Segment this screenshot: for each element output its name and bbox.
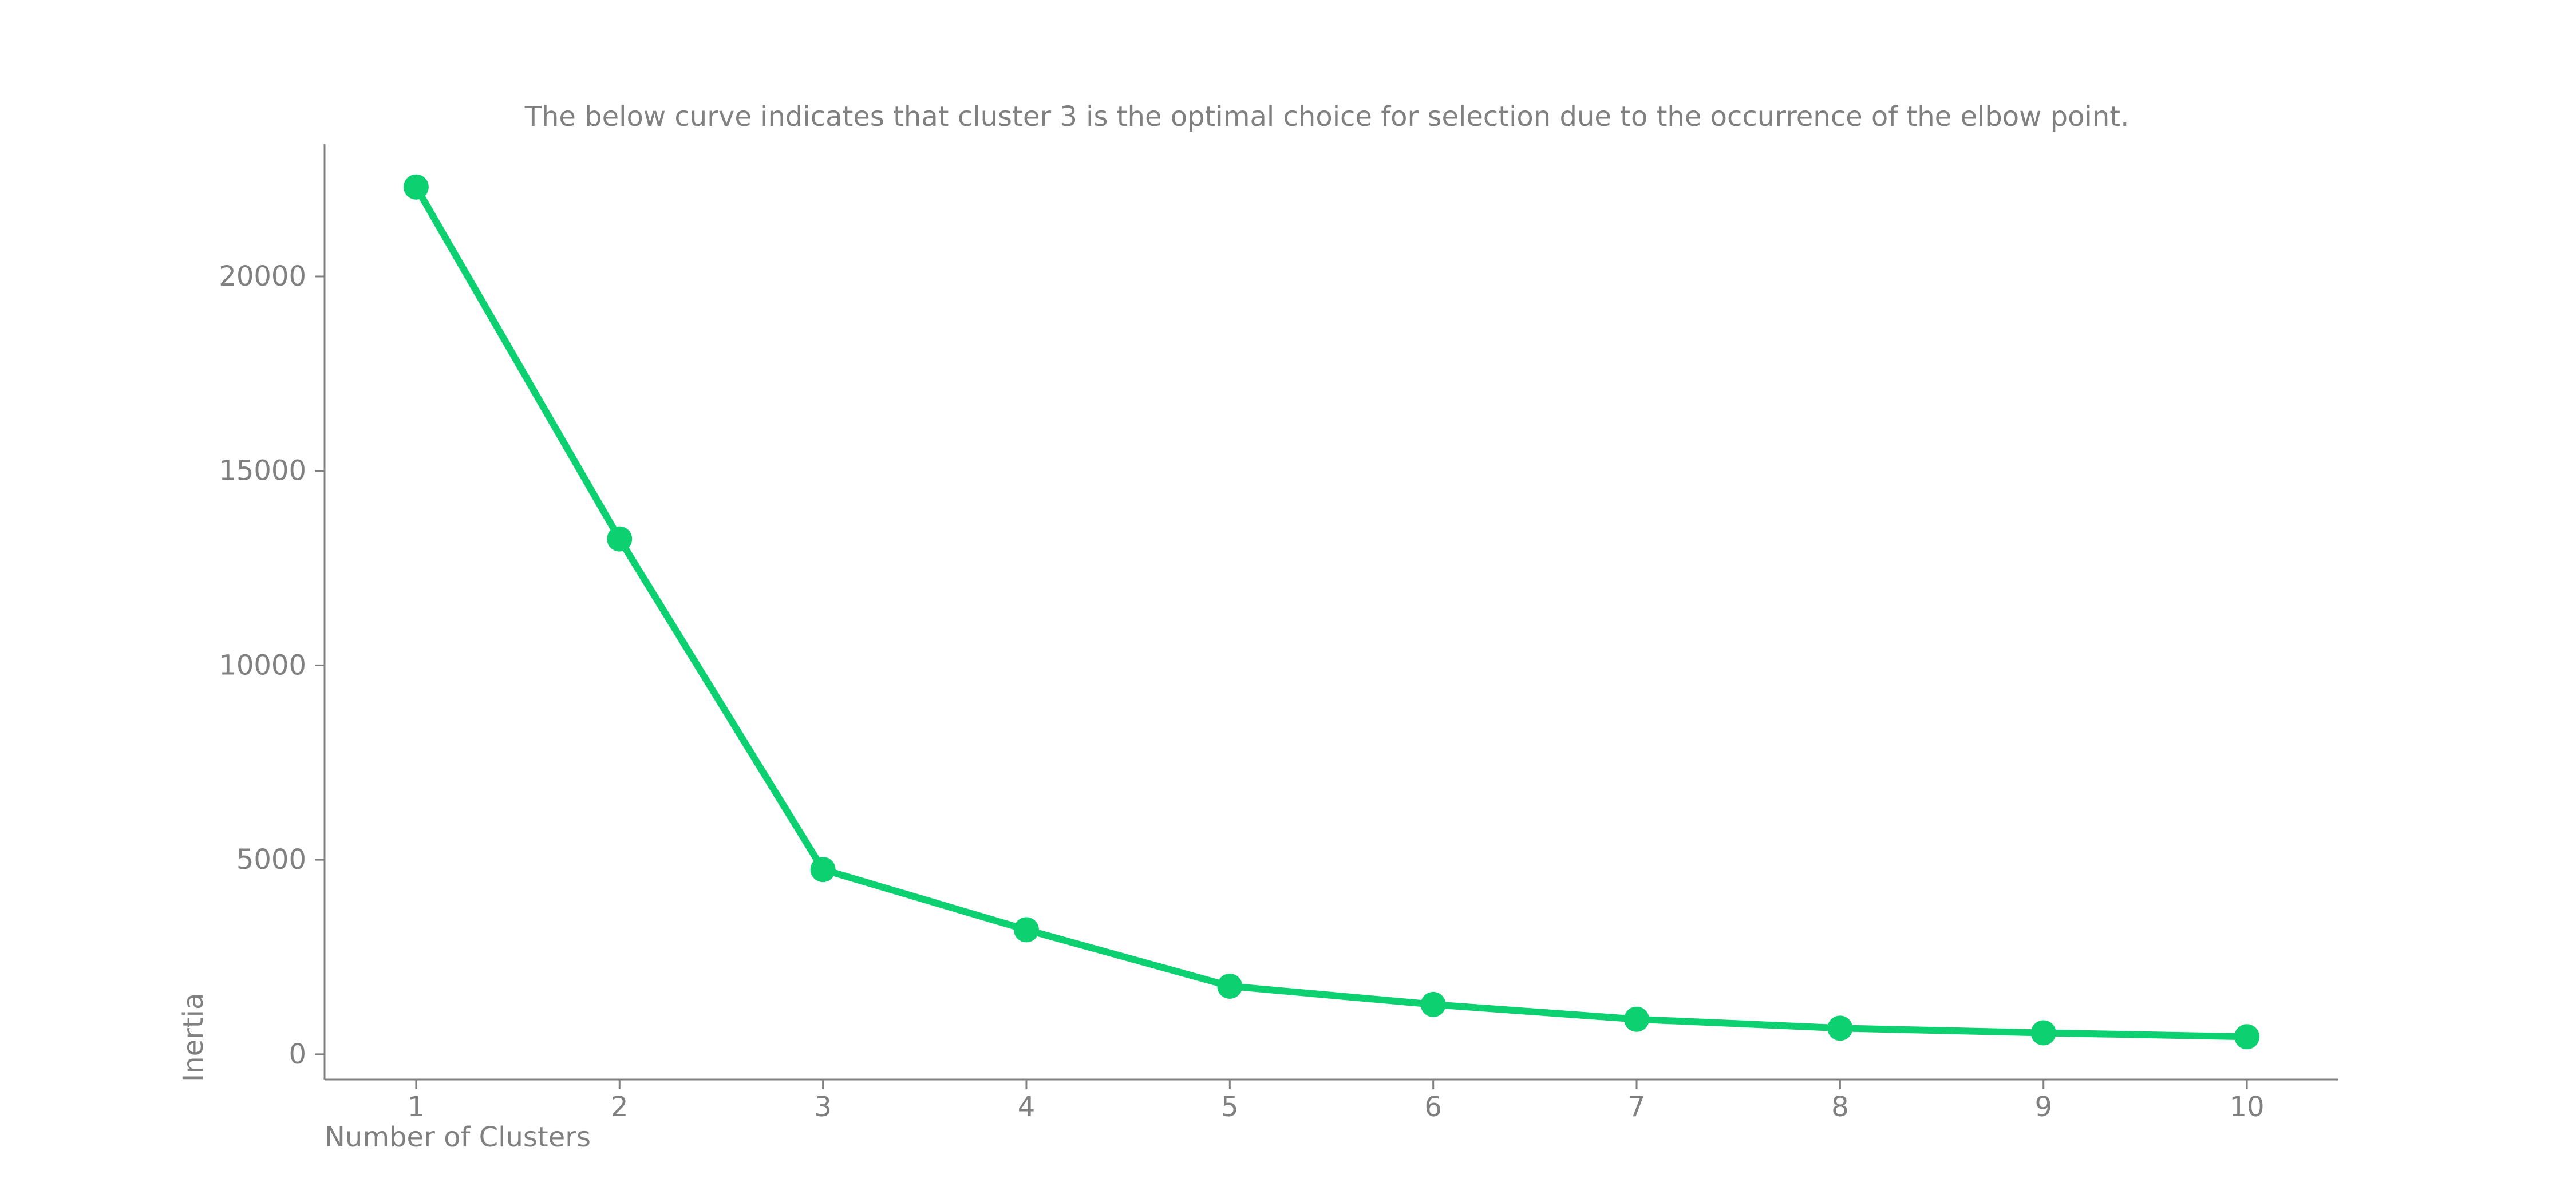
- x-tick-label: 5: [1221, 1091, 1239, 1123]
- data-point: [2030, 1020, 2056, 1046]
- axes: [323, 144, 2338, 1081]
- data-point: [1827, 1015, 1853, 1041]
- data-point: [607, 526, 633, 552]
- x-tick-label: 7: [1628, 1091, 1646, 1123]
- y-ticks: 0 5000 10000 15000 20000: [219, 260, 325, 1070]
- x-tick-label: 8: [1831, 1091, 1849, 1123]
- x-tick-label: 10: [2230, 1091, 2265, 1123]
- series-group: [403, 174, 2260, 1050]
- x-tick-label: 6: [1424, 1091, 1442, 1123]
- x-tick-label: 3: [814, 1091, 832, 1123]
- x-axis-label: Number of Clusters: [325, 1121, 591, 1153]
- y-tick-label: 0: [289, 1038, 306, 1070]
- data-point: [1420, 991, 1446, 1017]
- data-point: [810, 857, 836, 883]
- y-tick-label: 10000: [219, 649, 306, 681]
- data-point: [1624, 1006, 1650, 1032]
- y-axis-label: Inertia: [177, 993, 210, 1082]
- x-tick-label: 1: [408, 1091, 425, 1123]
- data-point: [1013, 917, 1039, 943]
- y-tick-label: 20000: [219, 260, 306, 292]
- x-ticks: 1 2 3 4 5 6 7 8 9 10: [408, 1080, 2265, 1123]
- x-tick-label: 4: [1018, 1091, 1036, 1123]
- x-tick-label: 9: [2034, 1091, 2052, 1123]
- y-tick-label: 5000: [236, 844, 306, 876]
- x-tick-label: 2: [611, 1091, 629, 1123]
- data-point: [1217, 973, 1243, 999]
- y-tick-label: 15000: [219, 455, 306, 487]
- series-line: [412, 183, 2251, 1041]
- data-point: [2234, 1024, 2260, 1050]
- data-point: [403, 174, 429, 200]
- chart-title: The below curve indicates that cluster 3…: [524, 101, 2129, 133]
